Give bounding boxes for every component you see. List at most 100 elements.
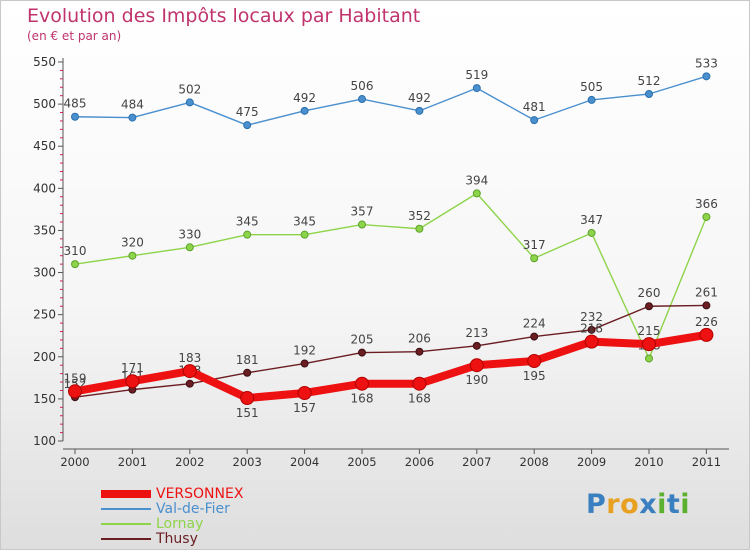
data-point — [240, 391, 255, 406]
data-point — [530, 116, 539, 125]
data-label: 519 — [465, 68, 488, 82]
legend-label: Lornay — [156, 516, 204, 532]
data-label: 171 — [121, 361, 144, 375]
data-label: 505 — [580, 80, 603, 94]
legend-swatch — [101, 523, 151, 525]
data-point — [412, 376, 427, 391]
data-label: 181 — [236, 353, 259, 367]
x-tick-label: 2007 — [462, 455, 491, 469]
data-label: 168 — [351, 392, 374, 406]
data-point — [645, 90, 653, 99]
data-label: 218 — [580, 322, 603, 336]
y-tick-label: 500 — [33, 97, 56, 111]
data-point — [587, 95, 596, 104]
data-point — [300, 230, 309, 239]
proxiti-logo: Proxiti — [586, 489, 690, 520]
data-label: 213 — [465, 326, 488, 340]
data-label: 366 — [695, 197, 718, 211]
data-point — [642, 337, 656, 352]
data-label: 345 — [293, 215, 316, 229]
data-label: 485 — [64, 97, 87, 111]
data-label: 215 — [638, 324, 661, 338]
data-label: 310 — [64, 244, 87, 258]
data-point — [472, 341, 481, 350]
data-label: 192 — [293, 344, 316, 358]
data-point — [587, 325, 596, 334]
legend-swatch — [101, 490, 151, 498]
data-label: 506 — [351, 79, 374, 93]
data-point — [358, 95, 366, 104]
x-tick-label: 2008 — [520, 455, 549, 469]
data-point — [185, 379, 194, 388]
data-point — [128, 251, 137, 260]
data-point — [472, 189, 481, 198]
data-label: 232 — [580, 310, 603, 324]
data-point — [469, 358, 484, 373]
data-point — [185, 243, 194, 252]
data-point — [702, 72, 711, 81]
data-label: 345 — [236, 215, 259, 229]
data-label: 320 — [121, 236, 144, 250]
logo-letter: i — [680, 489, 691, 520]
x-tick-label: 2002 — [175, 455, 204, 469]
data-label: 352 — [408, 209, 431, 223]
y-tick-label: 400 — [33, 181, 56, 195]
series-line-val-de-fier — [74, 75, 708, 126]
y-tick-label: 550 — [33, 55, 56, 69]
data-label: 502 — [178, 82, 201, 96]
data-label: 533 — [695, 56, 718, 70]
data-label: 492 — [408, 91, 431, 105]
data-point — [355, 376, 369, 391]
data-label: 190 — [465, 373, 488, 387]
y-tick-label: 450 — [33, 139, 56, 153]
logo-letter: x — [639, 489, 658, 520]
data-label: 330 — [178, 227, 201, 241]
y-tick-label: 100 — [33, 434, 56, 448]
data-point — [415, 106, 424, 115]
series-line-thusy — [74, 304, 708, 398]
data-point — [587, 228, 596, 237]
data-point — [243, 121, 252, 130]
data-label: 195 — [523, 369, 546, 383]
y-tick-label: 350 — [33, 223, 56, 237]
data-point — [645, 354, 653, 363]
data-point — [243, 368, 252, 377]
data-point — [185, 98, 194, 107]
data-point — [243, 230, 252, 239]
chart-subtitle: (en € et par an) — [27, 29, 122, 43]
data-label: 151 — [236, 406, 259, 420]
data-label: 157 — [293, 401, 316, 415]
data-point — [358, 220, 366, 229]
data-point — [358, 348, 366, 357]
data-point — [584, 334, 599, 349]
data-point — [702, 212, 711, 221]
x-tick-label: 2001 — [118, 455, 147, 469]
x-tick-label: 2011 — [692, 455, 721, 469]
logo-letter: r — [606, 489, 621, 520]
data-point — [415, 347, 424, 356]
logo-letter: i — [657, 489, 667, 520]
data-point — [530, 332, 539, 341]
data-point — [300, 359, 309, 368]
legend-swatch — [101, 508, 151, 510]
data-point — [472, 84, 481, 93]
y-tick-label: 300 — [33, 266, 56, 280]
data-label: 224 — [523, 317, 546, 331]
data-point — [68, 384, 82, 399]
data-label: 206 — [408, 332, 431, 346]
legend-swatch — [101, 538, 151, 540]
data-label: 226 — [695, 315, 718, 329]
x-tick-label: 2004 — [290, 455, 319, 469]
y-tick-label: 250 — [33, 308, 56, 322]
series-line-lornay — [74, 192, 708, 360]
legend-label: Thusy — [156, 531, 198, 547]
data-point — [527, 353, 542, 368]
data-label: 159 — [64, 371, 87, 385]
x-tick-label: 2009 — [577, 455, 606, 469]
data-point — [300, 106, 309, 115]
data-point — [71, 112, 79, 121]
x-tick-label: 2006 — [405, 455, 434, 469]
data-label: 347 — [580, 213, 603, 227]
data-point — [645, 302, 653, 311]
